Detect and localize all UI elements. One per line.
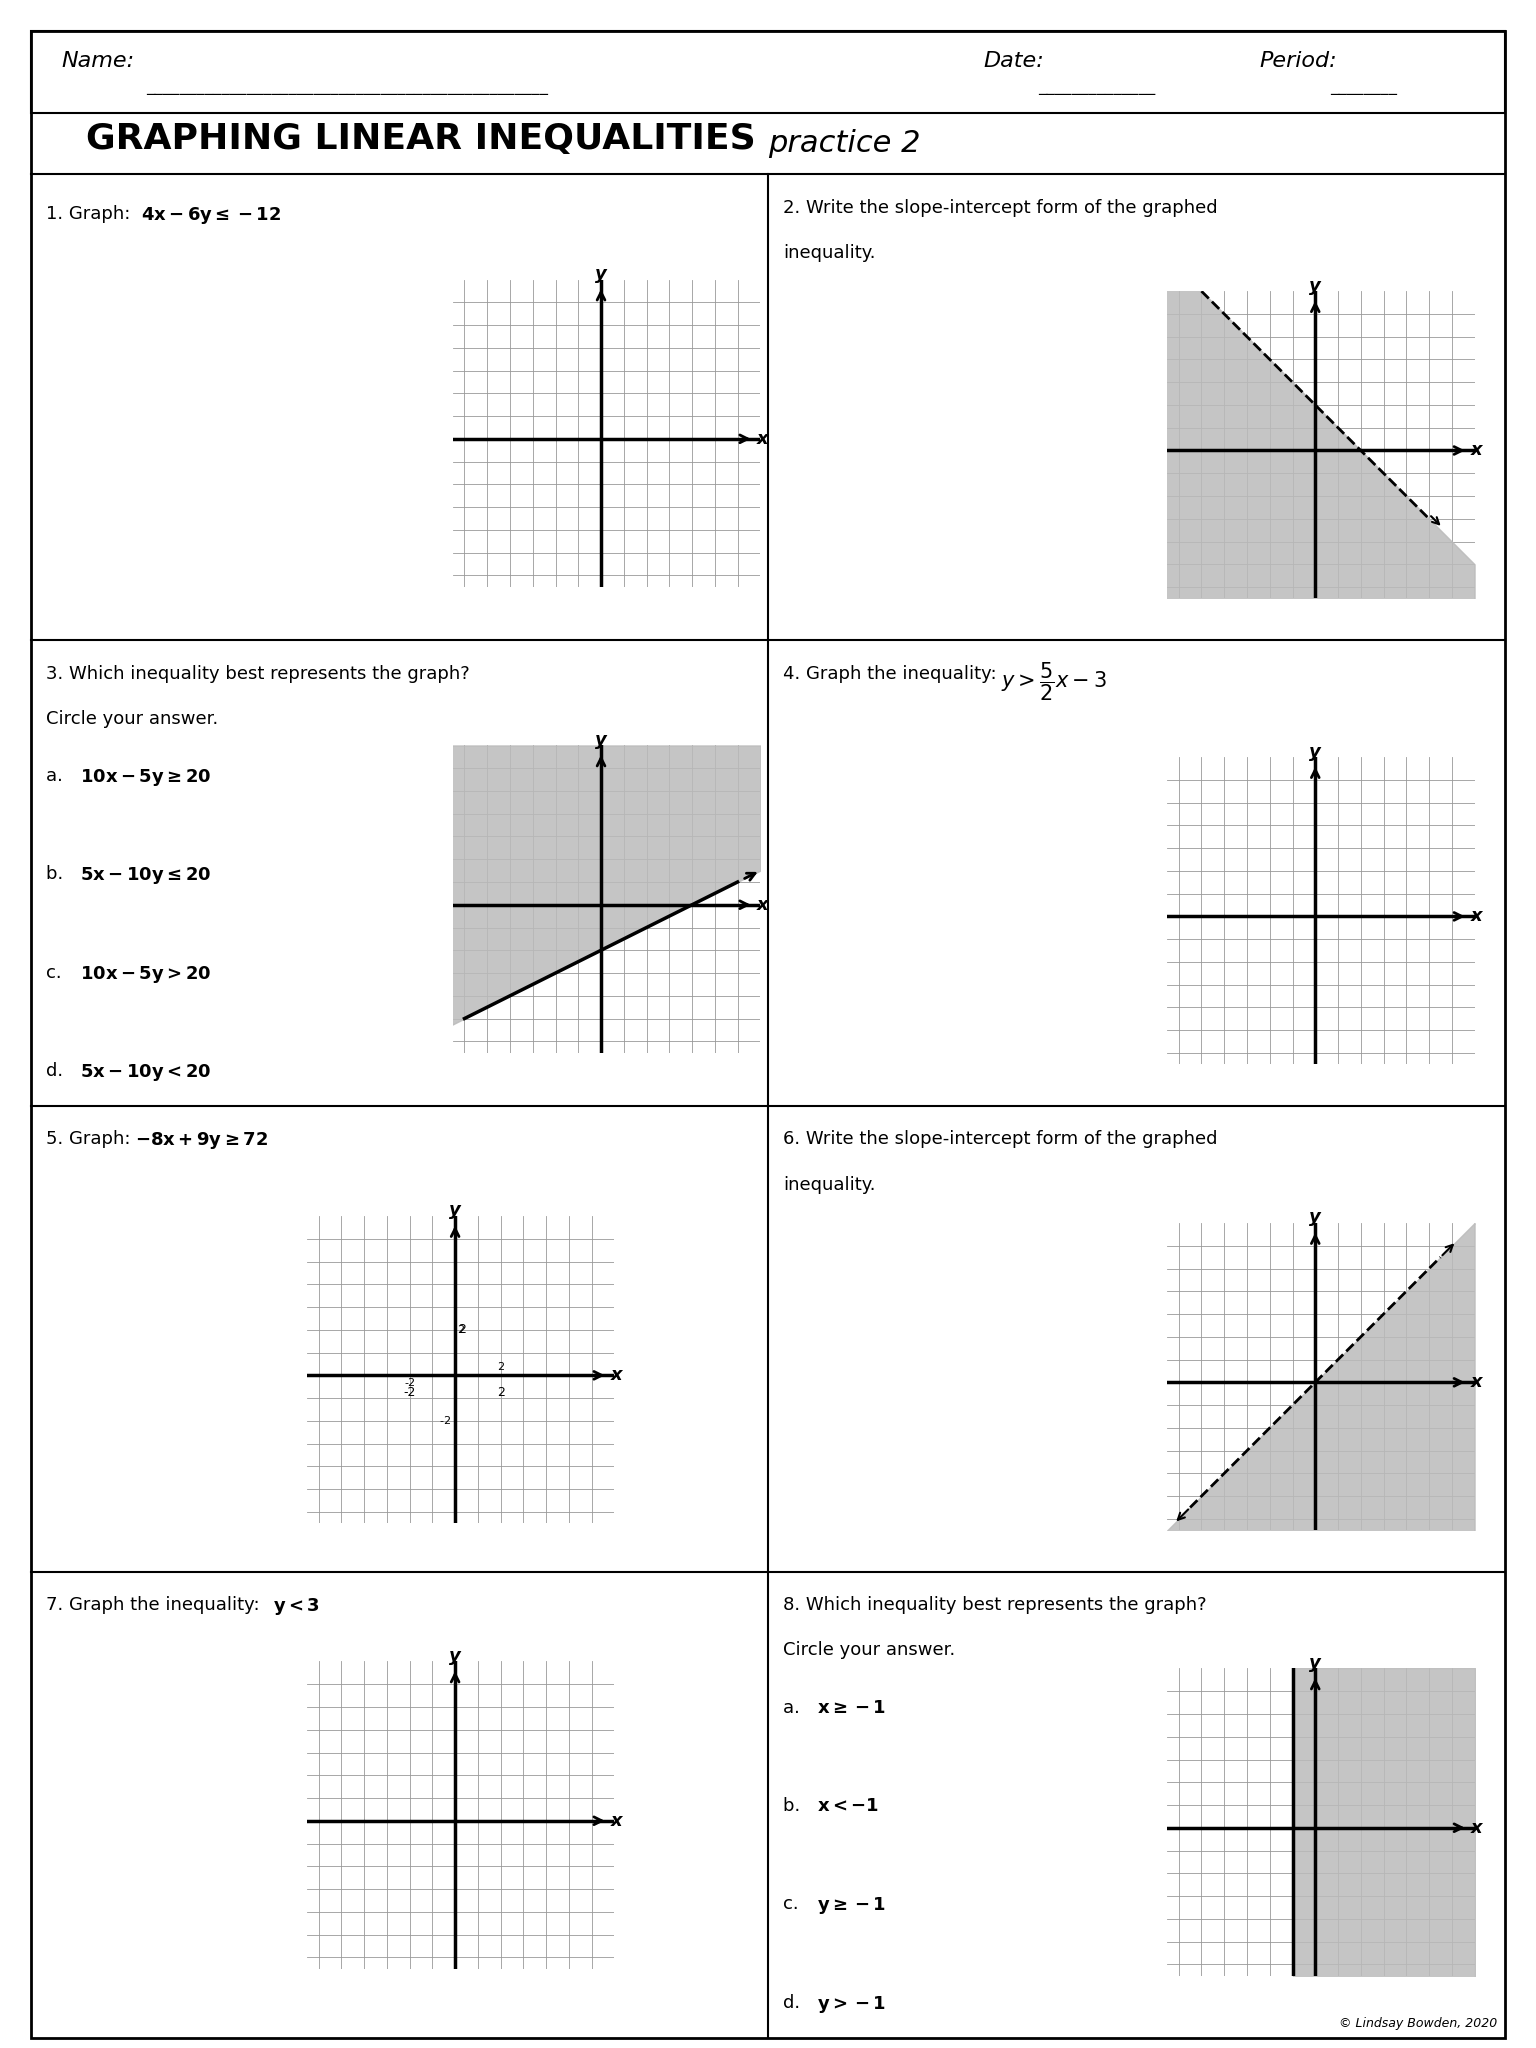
Text: -2: -2 — [404, 1378, 415, 1389]
Text: 1. Graph:: 1. Graph: — [46, 205, 137, 223]
Text: 7. Graph the inequality:: 7. Graph the inequality: — [46, 1597, 266, 1614]
Text: practice 2: practice 2 — [768, 129, 920, 158]
Text: $y>\dfrac{5}{2}x-3$: $y>\dfrac{5}{2}x-3$ — [1001, 659, 1107, 702]
Text: Date:: Date: — [983, 51, 1044, 72]
Text: y: y — [1309, 1655, 1321, 1671]
Text: GRAPHING LINEAR INEQUALITIES: GRAPHING LINEAR INEQUALITIES — [86, 123, 768, 156]
Text: Period:: Period: — [1260, 51, 1338, 72]
Text: $\mathbf{5x-10y\leq20}$: $\mathbf{5x-10y\leq20}$ — [80, 866, 210, 887]
Text: 2: 2 — [496, 1386, 504, 1399]
Text: $\mathbf{10x-5y>20}$: $\mathbf{10x-5y>20}$ — [80, 965, 210, 985]
Text: $\mathbf{10x-5y\geq20}$: $\mathbf{10x-5y\geq20}$ — [80, 768, 210, 788]
Text: ──────────────: ────────────── — [1038, 88, 1155, 102]
Text: b.: b. — [46, 866, 69, 883]
Text: x: x — [1471, 442, 1482, 459]
Text: $\mathbf{y\geq-1}$: $\mathbf{y\geq-1}$ — [817, 1896, 886, 1917]
Text: y: y — [594, 264, 607, 283]
Text: 2: 2 — [458, 1325, 468, 1335]
Text: $\mathbf{-8x+9y\geq72}$: $\mathbf{-8x+9y\geq72}$ — [135, 1130, 269, 1151]
Text: y: y — [449, 1647, 461, 1665]
Text: $\mathbf{5x-10y<20}$: $\mathbf{5x-10y<20}$ — [80, 1063, 210, 1083]
Text: 2: 2 — [459, 1323, 467, 1337]
Text: d.: d. — [46, 1063, 69, 1079]
Text: c.: c. — [46, 965, 68, 981]
Text: y: y — [449, 1202, 461, 1219]
Text: -2: -2 — [439, 1415, 455, 1425]
Text: $\mathbf{y<3}$: $\mathbf{y<3}$ — [273, 1597, 321, 1618]
Text: a.: a. — [783, 1698, 806, 1716]
Text: 2. Write the slope-intercept form of the graphed: 2. Write the slope-intercept form of the… — [783, 199, 1218, 217]
Text: inequality.: inequality. — [783, 244, 876, 262]
Text: © Lindsay Bowden, 2020: © Lindsay Bowden, 2020 — [1339, 2017, 1498, 2030]
Text: d.: d. — [783, 1995, 806, 2011]
Text: x: x — [1471, 1374, 1482, 1391]
Text: b.: b. — [783, 1798, 806, 1815]
Text: $\mathbf{x<-1}$: $\mathbf{x<-1}$ — [817, 1798, 879, 1815]
Text: inequality.: inequality. — [783, 1176, 876, 1194]
Text: x: x — [1471, 907, 1482, 926]
Text: -2: -2 — [404, 1386, 416, 1399]
Text: y: y — [594, 731, 607, 750]
Text: x: x — [1471, 1819, 1482, 1837]
Text: 6. Write the slope-intercept form of the graphed: 6. Write the slope-intercept form of the… — [783, 1130, 1218, 1149]
Text: Circle your answer.: Circle your answer. — [46, 711, 218, 727]
Text: $\mathbf{y>-1}$: $\mathbf{y>-1}$ — [817, 1995, 886, 2015]
Text: Circle your answer.: Circle your answer. — [783, 1642, 955, 1659]
Text: x: x — [757, 895, 768, 913]
Text: x: x — [611, 1366, 622, 1384]
Text: $\mathbf{4x-6y\leq-12}$: $\mathbf{4x-6y\leq-12}$ — [141, 205, 281, 225]
Text: Name:: Name: — [61, 51, 135, 72]
Text: a.: a. — [46, 768, 69, 784]
Text: y: y — [1309, 276, 1321, 295]
Text: 5. Graph:: 5. Graph: — [46, 1130, 137, 1149]
Text: 2: 2 — [498, 1362, 504, 1372]
Text: x: x — [757, 430, 768, 449]
Text: 4. Graph the inequality:: 4. Graph the inequality: — [783, 664, 1003, 682]
Text: 3. Which inequality best represents the graph?: 3. Which inequality best represents the … — [46, 664, 470, 682]
Text: 8. Which inequality best represents the graph?: 8. Which inequality best represents the … — [783, 1597, 1207, 1614]
Text: $\mathbf{x\geq-1}$: $\mathbf{x\geq-1}$ — [817, 1698, 886, 1716]
Text: c.: c. — [783, 1896, 805, 1913]
Text: ────────: ──────── — [1330, 88, 1398, 102]
Text: x: x — [611, 1812, 622, 1829]
Text: ────────────────────────────────────────────────: ────────────────────────────────────────… — [146, 88, 548, 102]
Text: y: y — [1309, 743, 1321, 760]
Text: y: y — [1309, 1208, 1321, 1227]
